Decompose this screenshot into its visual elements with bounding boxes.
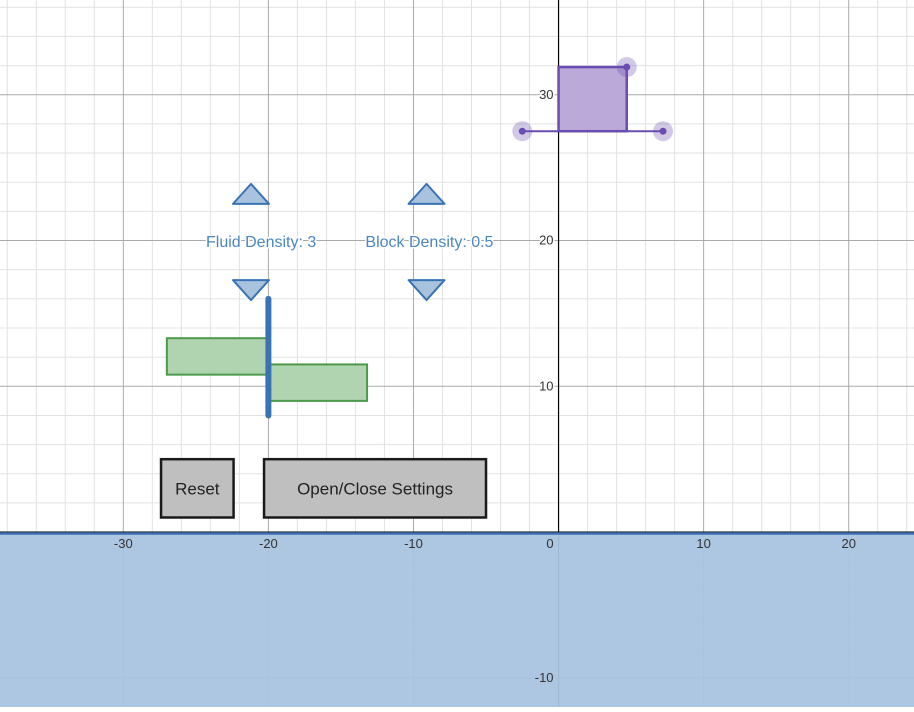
x-tick-label: -30 <box>114 536 133 551</box>
block-square[interactable] <box>557 65 628 133</box>
water-fill <box>0 533 914 707</box>
fluid-density-down-button[interactable] <box>231 279 270 302</box>
left-drag-handle[interactable] <box>518 127 526 135</box>
y-tick-label: 20 <box>539 233 553 248</box>
x-tick-label: -10 <box>404 536 423 551</box>
action-buttons: Reset Open/Close Settings <box>159 457 488 519</box>
x-tick-label: -20 <box>259 536 278 551</box>
settings-button-box[interactable] <box>262 457 488 519</box>
corner-drag-handle[interactable] <box>623 63 631 71</box>
floating-block[interactable] <box>512 57 674 142</box>
y-tick-label: 30 <box>539 87 553 102</box>
settings-button-label[interactable]: Open/Close Settings <box>297 479 453 498</box>
fluid-density-label: Fluid Density: 3 <box>206 234 316 251</box>
triangle-up-icon[interactable] <box>231 182 270 205</box>
force-bars <box>165 295 369 419</box>
settings-toggle-button[interactable]: Open/Close Settings <box>262 457 488 519</box>
density-controls: Fluid Density: 3 Block Density: 0.5 <box>205 182 495 302</box>
block-density-down-button[interactable] <box>407 279 446 302</box>
buoyant-force-bar <box>165 337 270 376</box>
y-tick-label: -10 <box>535 670 554 685</box>
block-density-label: Block Density: 0.5 <box>365 234 493 251</box>
triangle-down-icon[interactable] <box>407 279 446 302</box>
x-tick-label: 10 <box>696 536 710 551</box>
y-tick-label: 10 <box>539 378 553 393</box>
x-tick-label: 20 <box>841 536 855 551</box>
reset-button-box[interactable] <box>159 457 235 519</box>
tick-labels: -30 -20 -10 0 10 20 30 20 10 -10 <box>114 85 856 685</box>
water-region <box>0 532 914 707</box>
weight-force-bar <box>267 363 369 402</box>
block-density-up-button[interactable] <box>407 182 446 205</box>
reset-button[interactable]: Reset <box>159 457 235 519</box>
triangle-down-icon[interactable] <box>231 279 270 302</box>
triangle-up-icon[interactable] <box>407 182 446 205</box>
reset-button-label[interactable]: Reset <box>175 479 220 498</box>
right-drag-handle[interactable] <box>659 127 667 135</box>
x-tick-label: 0 <box>546 536 553 551</box>
fluid-density-up-button[interactable] <box>231 182 270 205</box>
